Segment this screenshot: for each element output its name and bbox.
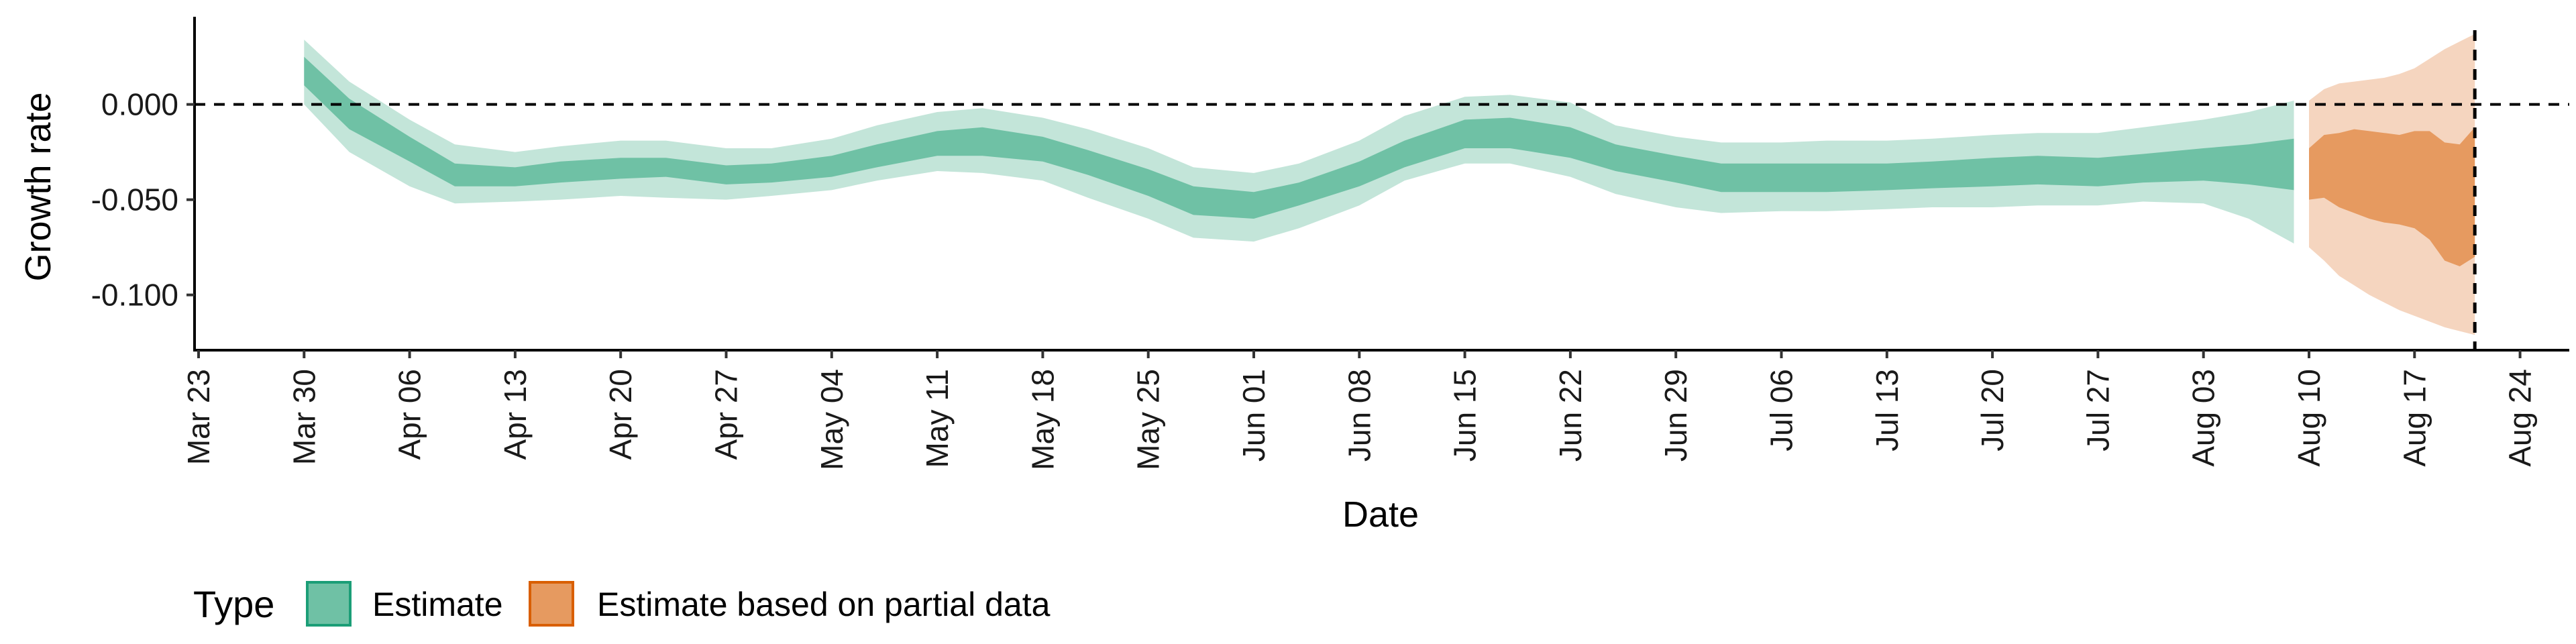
- x-tick-label: Jun 01: [1236, 369, 1271, 462]
- x-tick-label: Aug 17: [2397, 369, 2432, 467]
- legend-title: Type: [193, 583, 274, 625]
- legend-label-estimate: Estimate: [372, 586, 503, 623]
- partial-inner-interval: [2309, 127, 2475, 266]
- legend-label-partial: Estimate based on partial data: [597, 586, 1051, 623]
- legend-key-partial: [529, 581, 574, 627]
- legend-key-estimate: [306, 581, 352, 627]
- y-axis-title: Growth rate: [18, 92, 58, 281]
- ci-outer-bands: [304, 34, 2475, 335]
- x-tick-label: Mar 30: [286, 369, 321, 465]
- x-tick-label: Apr 20: [603, 369, 638, 460]
- y-axis-ticks: 0.000 -0.050 -0.100: [91, 87, 195, 313]
- x-tick-label: Apr 06: [392, 369, 427, 460]
- x-axis-title: Date: [1342, 494, 1419, 535]
- y-tick-label: 0.000: [101, 87, 178, 122]
- x-tick-label: Jun 29: [1658, 369, 1693, 462]
- estimate-inner-interval: [304, 56, 2294, 219]
- x-tick-label: Aug 03: [2186, 369, 2221, 467]
- x-tick-label: May 25: [1131, 369, 1166, 470]
- y-tick-label: -0.100: [91, 278, 178, 313]
- estimate-outer-interval: [304, 40, 2294, 244]
- x-tick-label: Aug 10: [2292, 369, 2326, 467]
- x-tick-label: Jun 15: [1448, 369, 1483, 462]
- legend: Type Estimate Estimate based on partial …: [193, 581, 1051, 627]
- x-tick-label: Mar 23: [181, 369, 216, 465]
- x-tick-label: May 18: [1025, 369, 1060, 470]
- ci-inner-bands: [304, 56, 2475, 266]
- x-tick-label: Jul 27: [2080, 369, 2115, 451]
- x-tick-label: Jun 22: [1553, 369, 1588, 462]
- x-tick-label: Apr 27: [709, 369, 744, 460]
- x-tick-label: May 04: [814, 369, 849, 470]
- x-tick-label: Jul 06: [1764, 369, 1799, 451]
- y-tick-label: -0.050: [91, 182, 178, 217]
- x-tick-label: Jul 13: [1870, 369, 1904, 451]
- x-tick-label: Jul 20: [1975, 369, 2010, 451]
- x-axis-ticks: Mar 23 Mar 30 Apr 06 Apr 13 Apr 20 Apr 27 May …: [181, 350, 2538, 470]
- x-tick-label: Aug 24: [2503, 369, 2538, 467]
- x-tick-label: May 11: [920, 369, 955, 468]
- x-tick-label: Jun 08: [1342, 369, 1377, 462]
- x-tick-label: Apr 13: [498, 369, 533, 460]
